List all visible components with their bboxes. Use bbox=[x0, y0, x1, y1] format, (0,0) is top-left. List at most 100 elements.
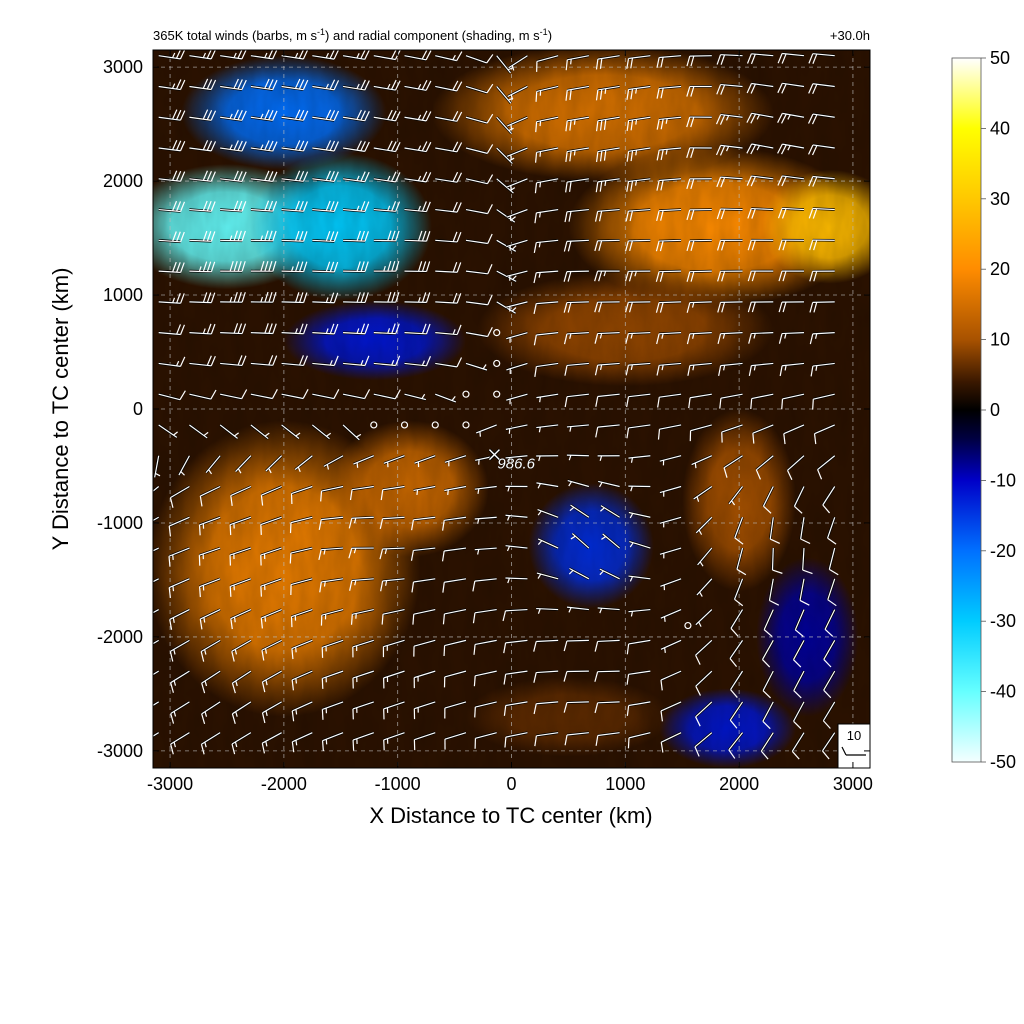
wind-barb bbox=[533, 300, 559, 314]
wind-barb bbox=[260, 516, 283, 535]
wind-barb-flag bbox=[567, 271, 572, 282]
wind-barb bbox=[231, 731, 252, 755]
wind-barb-flag bbox=[268, 171, 274, 182]
wind-barb-flag bbox=[268, 200, 274, 212]
wind-barb-halfflag bbox=[725, 115, 730, 121]
wind-barb-flag bbox=[417, 230, 423, 242]
wind-barb bbox=[660, 731, 682, 753]
wind-barb-halfflag bbox=[145, 498, 147, 503]
wind-barb-flag bbox=[823, 659, 832, 668]
wind-barb bbox=[168, 546, 190, 567]
wind-barb-flag bbox=[206, 231, 212, 242]
wind-barb bbox=[493, 359, 501, 368]
x-tick-label: -1000 bbox=[375, 774, 421, 794]
wind-barb bbox=[342, 171, 370, 183]
wind-barb-staff bbox=[536, 639, 559, 643]
wind-barb-flag bbox=[206, 261, 212, 272]
wind-barb bbox=[348, 546, 374, 559]
wind-barb-flag bbox=[686, 86, 691, 97]
wind-barb bbox=[733, 578, 744, 607]
wind-barb-flag bbox=[791, 750, 800, 760]
wind-barb bbox=[379, 546, 405, 560]
wind-barb-halfflag bbox=[172, 585, 175, 592]
wind-barb-staff bbox=[153, 609, 159, 614]
wind-barb-flag bbox=[657, 397, 660, 408]
wind-barb-halfflag bbox=[629, 542, 634, 548]
wind-barb-flag bbox=[728, 749, 736, 759]
wind-barb bbox=[220, 230, 246, 243]
wind-barb-flag bbox=[625, 240, 629, 252]
wind-barb bbox=[413, 485, 436, 495]
wind-barb-staff bbox=[823, 670, 836, 691]
x-axis: -3000 -2000 -1000 0 1000 2000 3000 bbox=[147, 50, 873, 794]
wind-barb bbox=[719, 392, 743, 409]
colorbar-tick-label: -30 bbox=[990, 611, 1016, 631]
wind-barb-halfflag bbox=[814, 333, 818, 339]
wind-barb-flag bbox=[690, 271, 695, 282]
wind-barb-flag bbox=[421, 141, 428, 152]
wind-barb bbox=[381, 608, 405, 625]
wind-barb-halfflag bbox=[539, 212, 541, 218]
wind-barb bbox=[373, 201, 401, 213]
wind-barb-flag bbox=[206, 170, 212, 182]
wind-barb-flag bbox=[140, 682, 143, 692]
wind-barb-staff bbox=[755, 455, 774, 471]
wind-barb-halfflag bbox=[295, 432, 301, 437]
wind-barb-flag bbox=[206, 79, 213, 90]
wind-barb-halfflag bbox=[537, 483, 541, 489]
wind-barb bbox=[380, 577, 405, 592]
wind-barb bbox=[281, 200, 308, 213]
wind-barb bbox=[373, 323, 400, 335]
wind-barb-flag bbox=[360, 50, 366, 59]
wind-barb-flag bbox=[302, 79, 309, 90]
wind-barb bbox=[188, 423, 209, 439]
wind-barb bbox=[505, 392, 528, 405]
wind-barb-flag bbox=[329, 171, 335, 182]
wind-barb bbox=[823, 609, 836, 637]
wind-barb-staff bbox=[290, 578, 313, 586]
wind-barb-flag bbox=[598, 301, 603, 313]
wind-barb-staff bbox=[628, 670, 651, 675]
wind-barb-flag bbox=[329, 201, 335, 212]
wind-barb-calm bbox=[493, 329, 501, 337]
wind-barb bbox=[564, 731, 590, 746]
wind-barb-flag bbox=[176, 201, 182, 212]
wind-barb-flag bbox=[364, 261, 369, 272]
wind-barb-flag bbox=[660, 180, 664, 191]
wind-barb-flag bbox=[452, 262, 458, 273]
wind-barb-flag bbox=[533, 641, 537, 652]
wind-barb-flag bbox=[809, 302, 814, 313]
wind-barb-flag bbox=[298, 200, 304, 212]
wind-barb-flag bbox=[170, 682, 174, 693]
wind-barb-flag bbox=[781, 176, 787, 187]
wind-barb-halfflag bbox=[417, 205, 421, 212]
wind-barb bbox=[507, 85, 529, 100]
wind-barb bbox=[474, 700, 498, 718]
wind-barb-flag bbox=[333, 171, 339, 182]
wind-barb bbox=[189, 389, 217, 401]
wind-barb-halfflag bbox=[507, 457, 511, 463]
y-tick-label: 3000 bbox=[103, 57, 143, 77]
wind-barb bbox=[312, 292, 339, 305]
wind-barb-flag bbox=[241, 79, 247, 90]
wind-barb-staff bbox=[153, 670, 159, 676]
wind-barb bbox=[281, 140, 309, 153]
wind-barb-flag bbox=[391, 201, 397, 212]
colorbar-tick-label: -20 bbox=[990, 541, 1016, 561]
wind-barb-flag bbox=[168, 556, 171, 567]
wind-barb-halfflag bbox=[229, 296, 233, 303]
wind-barb bbox=[260, 577, 283, 597]
wind-barb-halfflag bbox=[787, 145, 791, 151]
wind-barb bbox=[435, 324, 462, 336]
wind-barb-staff bbox=[465, 332, 488, 338]
wind-barb-flag bbox=[750, 83, 756, 94]
wind-barb-halfflag bbox=[143, 649, 144, 654]
wind-barb-flag bbox=[603, 150, 607, 161]
reference-box bbox=[837, 723, 871, 769]
wind-barb bbox=[747, 269, 774, 282]
wind-barb bbox=[768, 578, 780, 606]
wind-barb-flag bbox=[565, 90, 568, 101]
wind-barb-staff bbox=[536, 332, 559, 336]
wind-barb bbox=[373, 79, 401, 92]
wind-barb-flag bbox=[656, 150, 660, 161]
